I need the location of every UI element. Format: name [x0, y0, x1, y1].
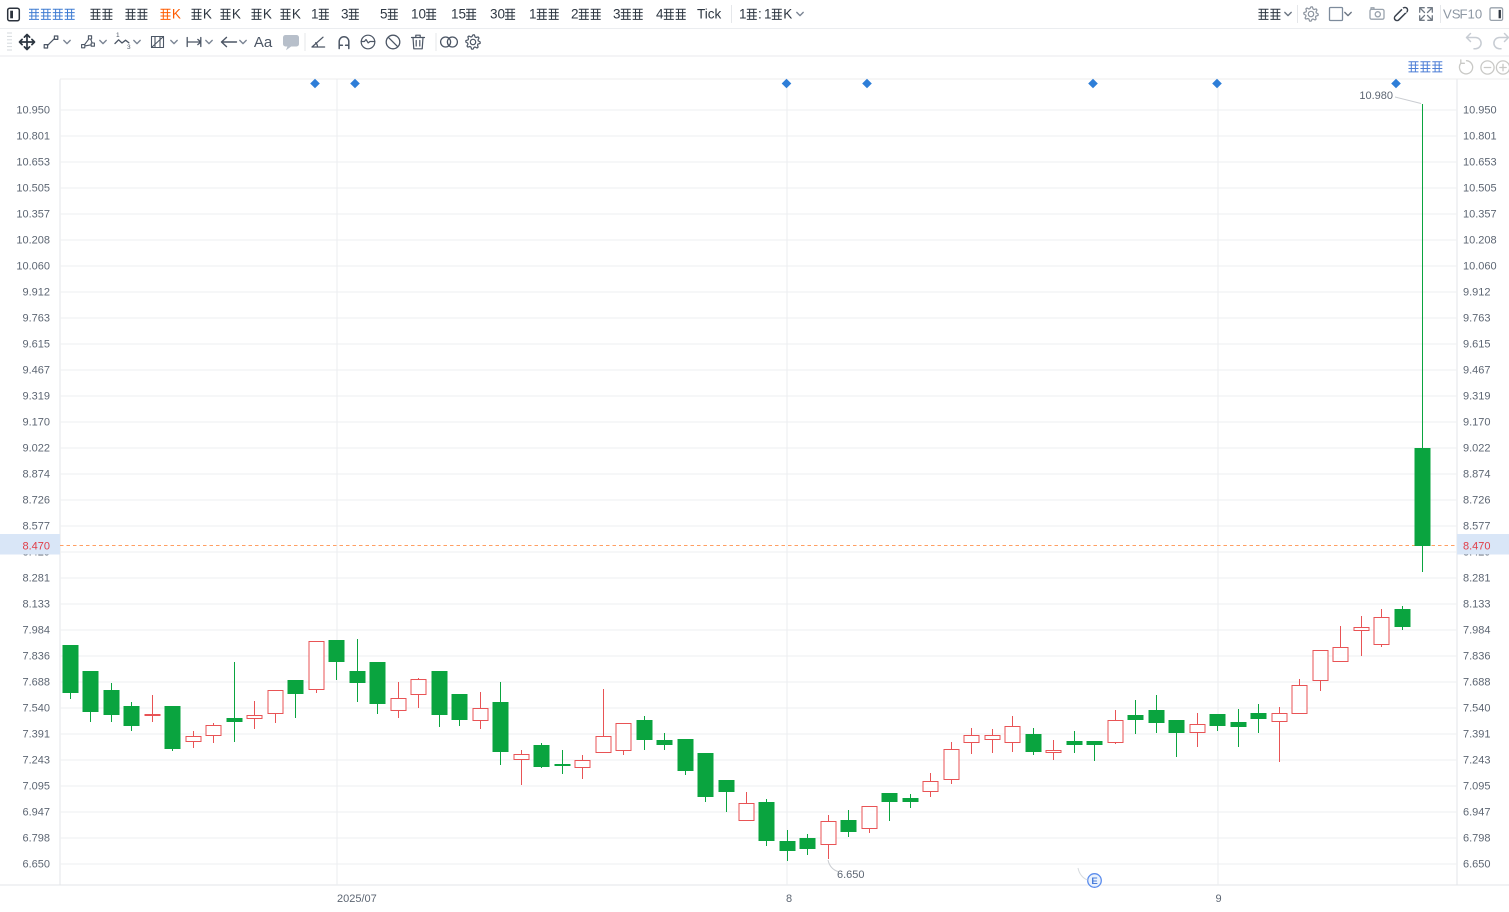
svg-text:9.170: 9.170	[1463, 417, 1491, 429]
svg-text::: :	[758, 7, 762, 22]
svg-text:9.319: 9.319	[1463, 391, 1491, 403]
svg-text:9.170: 9.170	[22, 417, 50, 429]
svg-text:1: 1	[311, 7, 319, 22]
svg-text:1: 1	[739, 7, 747, 22]
svg-text:7.984: 7.984	[22, 625, 50, 637]
svg-text:9.022: 9.022	[22, 443, 50, 455]
svg-text:6.798: 6.798	[1463, 833, 1491, 845]
svg-text:8.577: 8.577	[1463, 521, 1491, 533]
svg-text:7.540: 7.540	[1463, 703, 1491, 715]
svg-text:8.133: 8.133	[1463, 599, 1491, 611]
svg-text:7.984: 7.984	[1463, 625, 1491, 637]
svg-text:8.470: 8.470	[1463, 541, 1491, 553]
svg-text:7.836: 7.836	[22, 651, 50, 663]
svg-text:10.980: 10.980	[1359, 90, 1393, 102]
svg-text:3: 3	[127, 44, 131, 51]
svg-text:9.022: 9.022	[1463, 443, 1491, 455]
svg-text:9.467: 9.467	[1463, 365, 1491, 377]
svg-text:10.060: 10.060	[1463, 261, 1497, 273]
svg-text:7.095: 7.095	[22, 781, 50, 793]
svg-text:8.726: 8.726	[22, 495, 50, 507]
svg-text:4: 4	[656, 7, 664, 22]
svg-text:8.726: 8.726	[1463, 495, 1491, 507]
svg-text:30: 30	[490, 7, 505, 22]
svg-text:K: K	[292, 7, 301, 22]
svg-text:6.947: 6.947	[22, 807, 50, 819]
svg-text:10.801: 10.801	[16, 131, 50, 143]
svg-text:9.763: 9.763	[22, 313, 50, 325]
svg-text:10.950: 10.950	[16, 105, 50, 117]
svg-text:9.615: 9.615	[1463, 339, 1491, 351]
svg-text:K: K	[783, 7, 792, 22]
svg-text:10.357: 10.357	[1463, 209, 1497, 221]
svg-text:10.060: 10.060	[16, 261, 50, 273]
svg-text:10.505: 10.505	[16, 183, 50, 195]
svg-text:10.505: 10.505	[1463, 183, 1497, 195]
svg-text:6.947: 6.947	[1463, 807, 1491, 819]
svg-text:15: 15	[451, 7, 466, 22]
svg-text:10.801: 10.801	[1463, 131, 1497, 143]
svg-text:10.208: 10.208	[16, 235, 50, 247]
svg-text:7.688: 7.688	[1463, 677, 1491, 689]
svg-text:1: 1	[529, 7, 537, 22]
svg-text:7.688: 7.688	[22, 677, 50, 689]
svg-text:8.874: 8.874	[22, 469, 50, 481]
svg-text:8.577: 8.577	[22, 521, 50, 533]
svg-text:8.470: 8.470	[22, 541, 50, 553]
svg-text:6.650: 6.650	[22, 859, 50, 871]
svg-text:10.653: 10.653	[1463, 157, 1497, 169]
svg-text:2: 2	[571, 7, 579, 22]
svg-text:8.281: 8.281	[1463, 573, 1491, 585]
svg-text:F10: F10	[1460, 7, 1483, 22]
svg-text:9.615: 9.615	[22, 339, 50, 351]
svg-text:3: 3	[613, 7, 621, 22]
svg-text:1: 1	[764, 7, 772, 22]
svg-text:7.540: 7.540	[22, 703, 50, 715]
svg-text:E: E	[1091, 876, 1097, 887]
svg-text:Tick: Tick	[697, 7, 721, 22]
svg-text:7.243: 7.243	[22, 755, 50, 767]
svg-text:7.095: 7.095	[1463, 781, 1491, 793]
svg-text:7.836: 7.836	[1463, 651, 1491, 663]
svg-text:10.653: 10.653	[16, 157, 50, 169]
svg-text:10.208: 10.208	[1463, 235, 1497, 247]
svg-text:9.319: 9.319	[22, 391, 50, 403]
svg-text:7.243: 7.243	[1463, 755, 1491, 767]
svg-text:10.357: 10.357	[16, 209, 50, 221]
svg-text:K: K	[263, 7, 272, 22]
svg-text:8.874: 8.874	[1463, 469, 1491, 481]
svg-text:VS: VS	[1443, 7, 1461, 22]
svg-text:7.391: 7.391	[1463, 729, 1491, 741]
svg-text:8.281: 8.281	[22, 573, 50, 585]
svg-text:K: K	[232, 7, 241, 22]
svg-text:6.650: 6.650	[1463, 859, 1491, 871]
svg-text:8.133: 8.133	[22, 599, 50, 611]
svg-text:Aa: Aa	[254, 34, 273, 51]
svg-text:6.650: 6.650	[837, 869, 865, 881]
svg-text:7.391: 7.391	[22, 729, 50, 741]
svg-text:K: K	[172, 7, 181, 22]
svg-text:6.798: 6.798	[22, 833, 50, 845]
svg-text:3: 3	[341, 7, 349, 22]
svg-text:9: 9	[1215, 893, 1221, 905]
svg-text:K: K	[203, 7, 212, 22]
svg-text:9.912: 9.912	[22, 287, 50, 299]
svg-text:2025/07: 2025/07	[337, 893, 377, 905]
svg-text:8: 8	[786, 893, 792, 905]
svg-text:10: 10	[411, 7, 426, 22]
svg-text:10.950: 10.950	[1463, 105, 1497, 117]
svg-text:9.763: 9.763	[1463, 313, 1491, 325]
svg-text:5: 5	[380, 7, 388, 22]
svg-text:9.467: 9.467	[22, 365, 50, 377]
svg-text:9.912: 9.912	[1463, 287, 1491, 299]
svg-text:1: 1	[116, 32, 120, 39]
